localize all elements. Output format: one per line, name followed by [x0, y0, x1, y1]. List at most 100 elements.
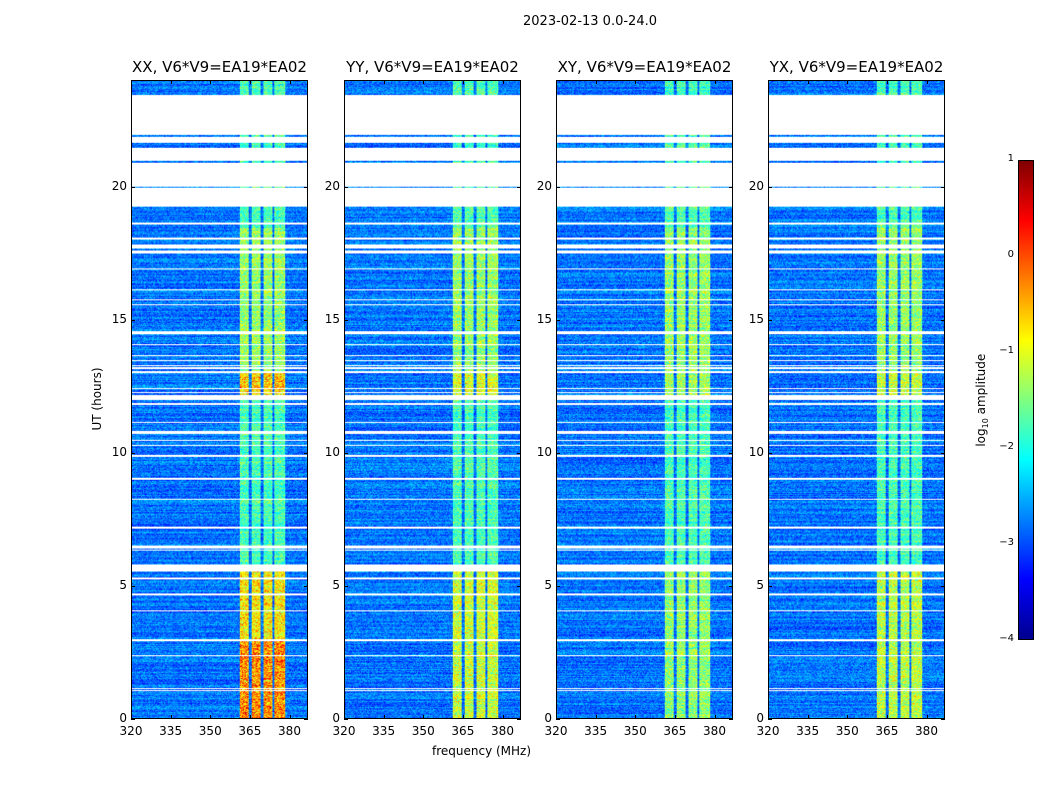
x-tick-mark — [383, 715, 385, 719]
y-tick-mark — [556, 186, 560, 188]
y-tick-label: 20 — [111, 178, 127, 193]
y-tick-label: 15 — [748, 311, 764, 326]
y-tick-mark — [131, 452, 135, 454]
x-tick-mark — [462, 80, 464, 84]
x-tick-mark — [502, 715, 504, 719]
x-tick-label: 350 — [198, 724, 222, 738]
x-tick-mark — [926, 80, 928, 84]
x-tick-mark — [807, 80, 809, 84]
y-tick-label: 5 — [544, 577, 552, 592]
y-tick-mark — [131, 585, 135, 587]
y-tick-mark — [941, 319, 945, 321]
y-tick-mark — [517, 186, 521, 188]
colorbar-tick-label: 1 — [1007, 153, 1014, 164]
y-tick-mark — [304, 719, 308, 720]
y-tick-label: 0 — [544, 711, 552, 725]
heatmap-image — [345, 81, 520, 718]
heatmap-panel — [131, 80, 308, 719]
y-tick-mark — [556, 719, 560, 720]
x-tick-mark — [556, 715, 557, 719]
x-tick-mark — [289, 715, 291, 719]
y-tick-label: 20 — [536, 178, 552, 193]
y-tick-mark — [131, 319, 135, 321]
y-tick-mark — [304, 452, 308, 454]
y-tick-mark — [768, 585, 772, 587]
y-tick-mark — [517, 719, 521, 720]
y-tick-mark — [131, 186, 135, 188]
x-tick-label: 335 — [159, 724, 183, 738]
y-tick-mark — [556, 319, 560, 321]
x-tick-label: 335 — [372, 724, 396, 738]
x-tick-mark — [595, 80, 597, 84]
x-tick-mark — [886, 80, 888, 84]
x-tick-mark — [249, 80, 251, 84]
y-tick-label: 10 — [111, 444, 127, 459]
panel-title: XY, V6*V9=EA19*EA02 — [557, 58, 732, 76]
y-tick-label: 10 — [748, 444, 764, 459]
x-tick-mark — [383, 80, 385, 84]
x-tick-mark — [807, 715, 809, 719]
x-tick-mark — [423, 715, 425, 719]
y-tick-mark — [304, 585, 308, 587]
x-tick-mark — [886, 715, 888, 719]
x-tick-mark — [170, 80, 172, 84]
x-tick-mark — [847, 80, 849, 84]
figure-title: 2023-02-13 0.0-24.0 — [523, 14, 657, 29]
y-tick-mark — [344, 186, 348, 188]
y-tick-mark — [729, 186, 733, 188]
y-tick-label: 15 — [111, 311, 127, 326]
y-tick-mark — [768, 719, 772, 720]
x-tick-mark — [768, 715, 769, 719]
y-tick-label: 0 — [332, 711, 340, 725]
x-tick-mark — [344, 80, 345, 84]
x-tick-mark — [210, 715, 212, 719]
y-tick-mark — [304, 319, 308, 321]
x-tick-label: 320 — [119, 724, 143, 738]
x-tick-mark — [595, 715, 597, 719]
y-tick-mark — [768, 452, 772, 454]
colorbar-tick-label: −3 — [999, 537, 1014, 548]
x-tick-mark — [674, 80, 676, 84]
y-tick-label: 10 — [536, 444, 552, 459]
y-tick-mark — [729, 452, 733, 454]
x-tick-mark — [131, 715, 132, 719]
y-tick-label: 15 — [324, 311, 340, 326]
x-tick-mark — [170, 715, 172, 719]
panel-title: YX, V6*V9=EA19*EA02 — [769, 58, 944, 76]
panel-title: YY, V6*V9=EA19*EA02 — [346, 58, 519, 76]
y-axis-label: UT (hours) — [90, 367, 104, 431]
y-tick-mark — [729, 585, 733, 587]
x-tick-label: 320 — [756, 724, 780, 738]
x-tick-mark — [926, 715, 928, 719]
y-tick-mark — [941, 719, 945, 720]
colorbar-tick-label: −2 — [999, 441, 1014, 452]
x-tick-mark — [674, 715, 676, 719]
x-tick-label: 335 — [796, 724, 820, 738]
y-tick-mark — [517, 452, 521, 454]
y-tick-mark — [344, 719, 348, 720]
y-tick-label: 15 — [536, 311, 552, 326]
y-tick-label: 5 — [119, 577, 127, 592]
x-tick-mark — [635, 80, 637, 84]
y-tick-mark — [556, 585, 560, 587]
x-tick-label: 350 — [411, 724, 435, 738]
x-tick-label: 320 — [544, 724, 568, 738]
colorbar-tick-label: −1 — [999, 345, 1014, 356]
y-tick-label: 0 — [119, 711, 127, 725]
x-tick-mark — [210, 80, 212, 84]
x-axis-label: frequency (MHz) — [432, 744, 532, 758]
heatmap-image — [557, 81, 732, 718]
colorbar-tick-label: 0 — [1007, 249, 1014, 260]
x-tick-mark — [462, 715, 464, 719]
x-tick-label: 380 — [278, 724, 301, 738]
y-tick-label: 5 — [756, 577, 764, 592]
y-tick-mark — [517, 319, 521, 321]
x-tick-label: 335 — [584, 724, 608, 738]
x-tick-mark — [847, 715, 849, 719]
colorbar-label: log10 amplitude — [973, 353, 991, 447]
y-tick-mark — [768, 319, 772, 321]
y-tick-mark — [344, 585, 348, 587]
y-tick-mark — [729, 719, 733, 720]
y-tick-mark — [304, 186, 308, 188]
